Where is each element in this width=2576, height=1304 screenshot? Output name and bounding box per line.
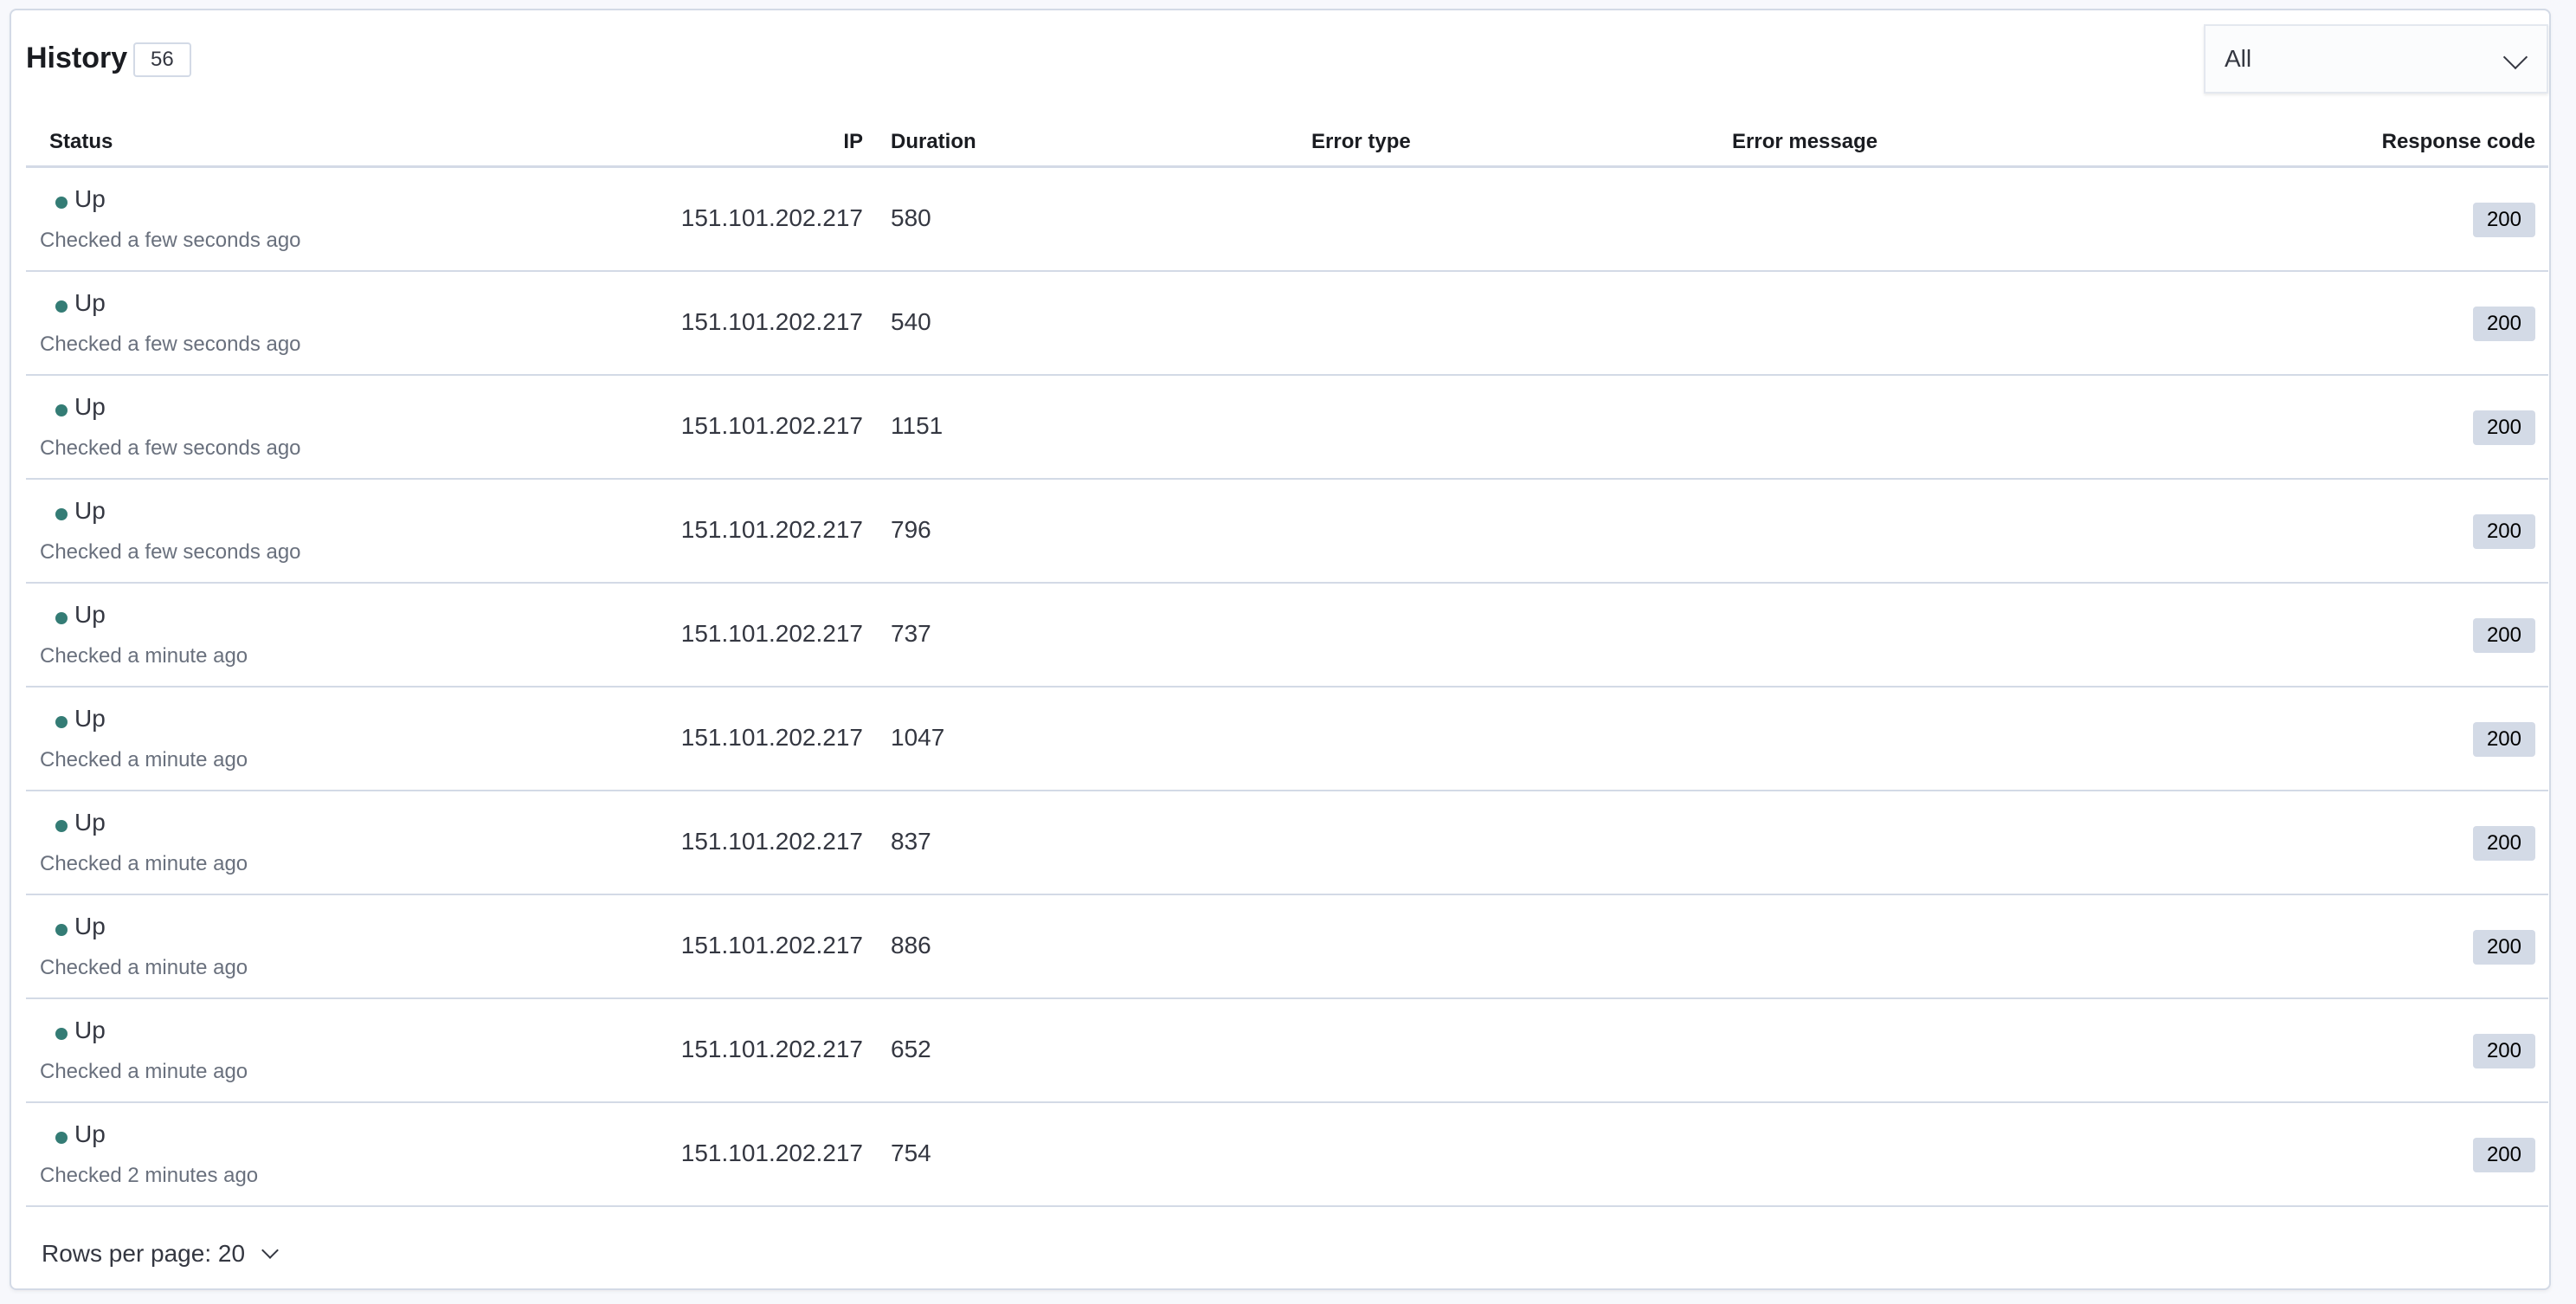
ip-cell: 151.101.202.217 bbox=[680, 204, 863, 231]
status-dot-icon bbox=[55, 716, 68, 728]
column-header-error-message[interactable]: Error message bbox=[1732, 130, 1878, 153]
status-dot-icon bbox=[55, 1028, 68, 1040]
duration-cell: 1047 bbox=[891, 724, 945, 751]
status-filter-value: All bbox=[2225, 45, 2252, 72]
status-dot-icon bbox=[55, 820, 68, 832]
table-row: Up Checked a minute ago 151.101.202.217 … bbox=[26, 791, 2548, 895]
column-header-status[interactable]: Status bbox=[49, 130, 113, 153]
status-dot-icon bbox=[55, 924, 68, 936]
duration-cell: 1151 bbox=[891, 412, 943, 439]
duration-cell: 580 bbox=[891, 204, 931, 231]
ip-cell: 151.101.202.217 bbox=[680, 308, 863, 335]
rows-per-page-button[interactable]: Rows per page: 20 bbox=[42, 1240, 279, 1268]
status-text: Up bbox=[74, 497, 106, 524]
status-dot-icon bbox=[55, 404, 68, 416]
response-code-badge: 200 bbox=[2472, 826, 2535, 861]
status-dot-icon bbox=[55, 1132, 68, 1144]
response-code-badge: 200 bbox=[2472, 307, 2535, 341]
response-code-badge: 200 bbox=[2472, 930, 2535, 965]
duration-cell: 540 bbox=[891, 308, 931, 335]
checked-time: Checked a few seconds ago bbox=[40, 540, 301, 564]
checked-time: Checked a few seconds ago bbox=[40, 436, 301, 460]
status-text: Up bbox=[74, 809, 106, 836]
checked-time: Checked a minute ago bbox=[40, 644, 248, 668]
table-row: Up Checked a few seconds ago 151.101.202… bbox=[26, 272, 2548, 376]
status-text: Up bbox=[74, 705, 106, 732]
duration-cell: 652 bbox=[891, 1036, 931, 1062]
checked-time: Checked a minute ago bbox=[40, 748, 248, 771]
status-text: Up bbox=[74, 913, 106, 939]
column-header-duration[interactable]: Duration bbox=[891, 130, 976, 153]
checked-time: Checked 2 minutes ago bbox=[40, 1164, 259, 1187]
duration-cell: 886 bbox=[891, 932, 931, 959]
status-text: Up bbox=[74, 185, 106, 212]
response-code-badge: 200 bbox=[2472, 410, 2535, 445]
column-header-ip[interactable]: IP bbox=[843, 130, 863, 153]
duration-cell: 737 bbox=[891, 620, 931, 647]
response-code-badge: 200 bbox=[2472, 1138, 2535, 1172]
history-table: Status IP Duration Error type Error mess… bbox=[26, 114, 2548, 1207]
ip-cell: 151.101.202.217 bbox=[680, 620, 863, 647]
response-code-badge: 200 bbox=[2472, 722, 2535, 757]
table-row: Up Checked a few seconds ago 151.101.202… bbox=[26, 480, 2548, 584]
chevron-down-icon bbox=[261, 1242, 279, 1259]
response-code-badge: 200 bbox=[2472, 618, 2535, 653]
ip-cell: 151.101.202.217 bbox=[680, 932, 863, 959]
response-code-badge: 200 bbox=[2472, 514, 2535, 549]
rows-per-page-label: Rows per page: 20 bbox=[42, 1240, 246, 1267]
count-badge: 56 bbox=[133, 42, 191, 77]
table-row: Up Checked a few seconds ago 151.101.202… bbox=[26, 168, 2548, 272]
table-row: Up Checked 2 minutes ago 151.101.202.217… bbox=[26, 1103, 2548, 1207]
ip-cell: 151.101.202.217 bbox=[680, 516, 863, 543]
table-row: Up Checked a minute ago 151.101.202.217 … bbox=[26, 999, 2548, 1103]
response-code-badge: 200 bbox=[2472, 203, 2535, 237]
ip-cell: 151.101.202.217 bbox=[680, 412, 863, 439]
status-filter-select[interactable]: All bbox=[2204, 24, 2548, 94]
status-dot-icon bbox=[55, 300, 68, 313]
status-dot-icon bbox=[55, 197, 68, 209]
ip-cell: 151.101.202.217 bbox=[680, 1036, 863, 1062]
duration-cell: 796 bbox=[891, 516, 931, 543]
table-header: Status IP Duration Error type Error mess… bbox=[26, 114, 2548, 168]
status-text: Up bbox=[74, 1017, 106, 1043]
status-text: Up bbox=[74, 1120, 106, 1147]
table-row: Up Checked a few seconds ago 151.101.202… bbox=[26, 376, 2548, 480]
column-header-response-code[interactable]: Response code bbox=[2381, 130, 2535, 153]
duration-cell: 754 bbox=[891, 1139, 931, 1166]
status-text: Up bbox=[74, 601, 106, 628]
ip-cell: 151.101.202.217 bbox=[680, 724, 863, 751]
table-row: Up Checked a minute ago 151.101.202.217 … bbox=[26, 584, 2548, 688]
table-row: Up Checked a minute ago 151.101.202.217 … bbox=[26, 688, 2548, 791]
checked-time: Checked a few seconds ago bbox=[40, 229, 301, 252]
chevron-down-icon bbox=[2502, 44, 2528, 70]
checked-time: Checked a few seconds ago bbox=[40, 332, 301, 356]
checked-time: Checked a minute ago bbox=[40, 1060, 248, 1083]
column-header-error-type[interactable]: Error type bbox=[1311, 130, 1411, 153]
table-row: Up Checked a minute ago 151.101.202.217 … bbox=[26, 895, 2548, 999]
ip-cell: 151.101.202.217 bbox=[680, 828, 863, 855]
checked-time: Checked a minute ago bbox=[40, 956, 248, 979]
duration-cell: 837 bbox=[891, 828, 931, 855]
status-text: Up bbox=[74, 289, 106, 316]
status-text: Up bbox=[74, 393, 106, 420]
checked-time: Checked a minute ago bbox=[40, 852, 248, 875]
status-dot-icon bbox=[55, 508, 68, 520]
history-panel: History 56 All Status IP Duration Error … bbox=[10, 9, 2551, 1290]
ip-cell: 151.101.202.217 bbox=[680, 1139, 863, 1166]
status-dot-icon bbox=[55, 612, 68, 624]
panel-title: History bbox=[26, 42, 128, 74]
response-code-badge: 200 bbox=[2472, 1034, 2535, 1068]
